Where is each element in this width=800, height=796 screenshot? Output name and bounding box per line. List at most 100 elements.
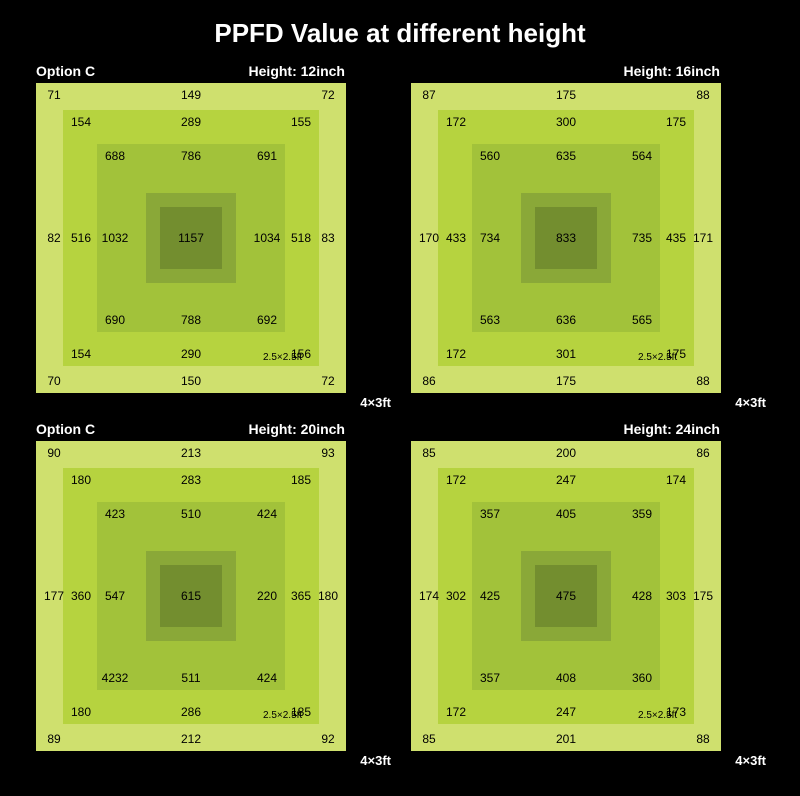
ppfd-value: 155 [291, 115, 311, 129]
ppfd-value: 690 [105, 313, 125, 327]
ppfd-value: 423 [105, 507, 125, 521]
height-label: Height: 20inch [249, 421, 345, 437]
ppfd-value: 72 [321, 88, 334, 102]
ppfd-value: 290 [181, 347, 201, 361]
ppfd-value: 283 [181, 473, 201, 487]
ppfd-value: 691 [257, 149, 277, 163]
height-label: Height: 16inch [624, 63, 720, 79]
inner-size-note: 2.5×2.5ft [263, 710, 302, 721]
option-label: Option C [36, 63, 95, 79]
ppfd-value: 289 [181, 115, 201, 129]
ppfd-value: 180 [318, 589, 338, 603]
ppfd-value: 86 [696, 446, 709, 460]
ppfd-value: 87 [422, 88, 435, 102]
height-label: Height: 24inch [624, 421, 720, 437]
ppfd-value: 518 [291, 231, 311, 245]
ppfd-value: 93 [321, 446, 334, 460]
ppfd-value: 735 [632, 231, 652, 245]
ppfd-panel: Option CHeight: 12inch711497282837015072… [30, 59, 395, 407]
outer-size-label: 4×3ft [735, 753, 766, 767]
ppfd-value: 172 [446, 473, 466, 487]
ppfd-value: 200 [556, 446, 576, 460]
ppfd-value: 1034 [254, 231, 281, 245]
ppfd-value: 89 [47, 732, 60, 746]
ppfd-value: 357 [480, 507, 500, 521]
panel-grid: Option CHeight: 12inch711497282837015072… [0, 59, 800, 775]
inner-size-note: 2.5×2.5ft [263, 352, 302, 363]
ppfd-value: 82 [47, 231, 60, 245]
ppfd-value: 635 [556, 149, 576, 163]
ppfd-value: 212 [181, 732, 201, 746]
ppfd-value: 90 [47, 446, 60, 460]
ppfd-value: 688 [105, 149, 125, 163]
ppfd-value: 560 [480, 149, 500, 163]
ppfd-value: 302 [446, 589, 466, 603]
ppfd-value: 175 [556, 374, 576, 388]
ppfd-value: 88 [696, 732, 709, 746]
inner-size-note: 2.5×2.5ft [638, 710, 677, 721]
ppfd-value: 565 [632, 313, 652, 327]
ppfd-value: 360 [632, 671, 652, 685]
ppfd-value: 563 [480, 313, 500, 327]
ppfd-value: 154 [71, 115, 91, 129]
outer-size-label: 4×3ft [360, 395, 391, 409]
ppfd-value: 85 [422, 732, 435, 746]
ppfd-value: 88 [696, 374, 709, 388]
ppfd-value: 833 [556, 231, 576, 245]
ppfd-value: 177 [44, 589, 64, 603]
ppfd-value: 88 [696, 88, 709, 102]
ppfd-value: 636 [556, 313, 576, 327]
ppfd-value: 213 [181, 446, 201, 460]
outer-size-label: 4×3ft [360, 753, 391, 767]
ppfd-value: 405 [556, 507, 576, 521]
option-label: Option C [36, 421, 95, 437]
ppfd-value: 511 [181, 671, 200, 685]
page-title: PPFD Value at different height [0, 0, 800, 59]
ppfd-value: 247 [556, 473, 576, 487]
ppfd-value: 564 [632, 149, 652, 163]
ppfd-value: 180 [71, 473, 91, 487]
ppfd-value: 301 [556, 347, 576, 361]
ppfd-value: 172 [446, 115, 466, 129]
ppfd-value: 70 [47, 374, 60, 388]
ppfd-value: 510 [181, 507, 201, 521]
ppfd-value: 475 [556, 589, 576, 603]
ppfd-value: 172 [446, 705, 466, 719]
ppfd-value: 1032 [102, 231, 129, 245]
ppfd-value: 83 [321, 231, 334, 245]
ppfd-value: 357 [480, 671, 500, 685]
ppfd-value: 408 [556, 671, 576, 685]
ppfd-value: 171 [693, 231, 713, 245]
ppfd-panel: Option C Height: 20inch 90 213 93 177 180 89 212… [30, 417, 395, 765]
ppfd-value: 424 [257, 671, 277, 685]
ppfd-value: 175 [556, 88, 576, 102]
ppfd-value: 180 [71, 705, 91, 719]
ppfd-value: 425 [480, 589, 500, 603]
ppfd-value: 4232 [102, 671, 129, 685]
ppfd-value: 175 [666, 115, 686, 129]
ppfd-value: 174 [419, 589, 439, 603]
ppfd-value: 85 [422, 446, 435, 460]
ppfd-panel: Height: 24inch 85 200 86 174 175 85 201 88 172 247… [405, 417, 770, 765]
ppfd-value: 433 [446, 231, 466, 245]
inner-size-note: 2.5×2.5ft [638, 352, 677, 363]
ppfd-value: 788 [181, 313, 201, 327]
ppfd-value: 303 [666, 589, 686, 603]
ppfd-value: 185 [291, 473, 311, 487]
ppfd-value: 692 [257, 313, 277, 327]
ppfd-value: 516 [71, 231, 91, 245]
ppfd-value: 286 [181, 705, 201, 719]
outer-size-label: 4×3ft [735, 395, 766, 409]
ppfd-value: 615 [181, 589, 201, 603]
ppfd-value: 1157 [178, 231, 204, 245]
ppfd-panel: Height: 16inch87175881701718617588172300… [405, 59, 770, 407]
ppfd-value: 175 [693, 589, 713, 603]
ppfd-value: 734 [480, 231, 500, 245]
ppfd-value: 547 [105, 589, 125, 603]
ppfd-value: 86 [422, 374, 435, 388]
ppfd-value: 201 [556, 732, 576, 746]
ppfd-value: 72 [321, 374, 334, 388]
ppfd-value: 154 [71, 347, 91, 361]
ppfd-value: 428 [632, 589, 652, 603]
ppfd-value: 360 [71, 589, 91, 603]
